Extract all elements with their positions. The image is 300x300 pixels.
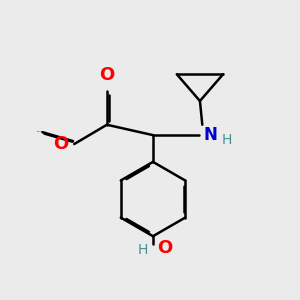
Text: methoxy: methoxy — [37, 131, 43, 132]
Text: O: O — [158, 239, 173, 257]
Text: H: H — [221, 133, 232, 147]
Text: H: H — [137, 243, 148, 256]
Text: O: O — [99, 66, 115, 84]
Text: N: N — [203, 126, 218, 144]
Text: O: O — [54, 135, 69, 153]
